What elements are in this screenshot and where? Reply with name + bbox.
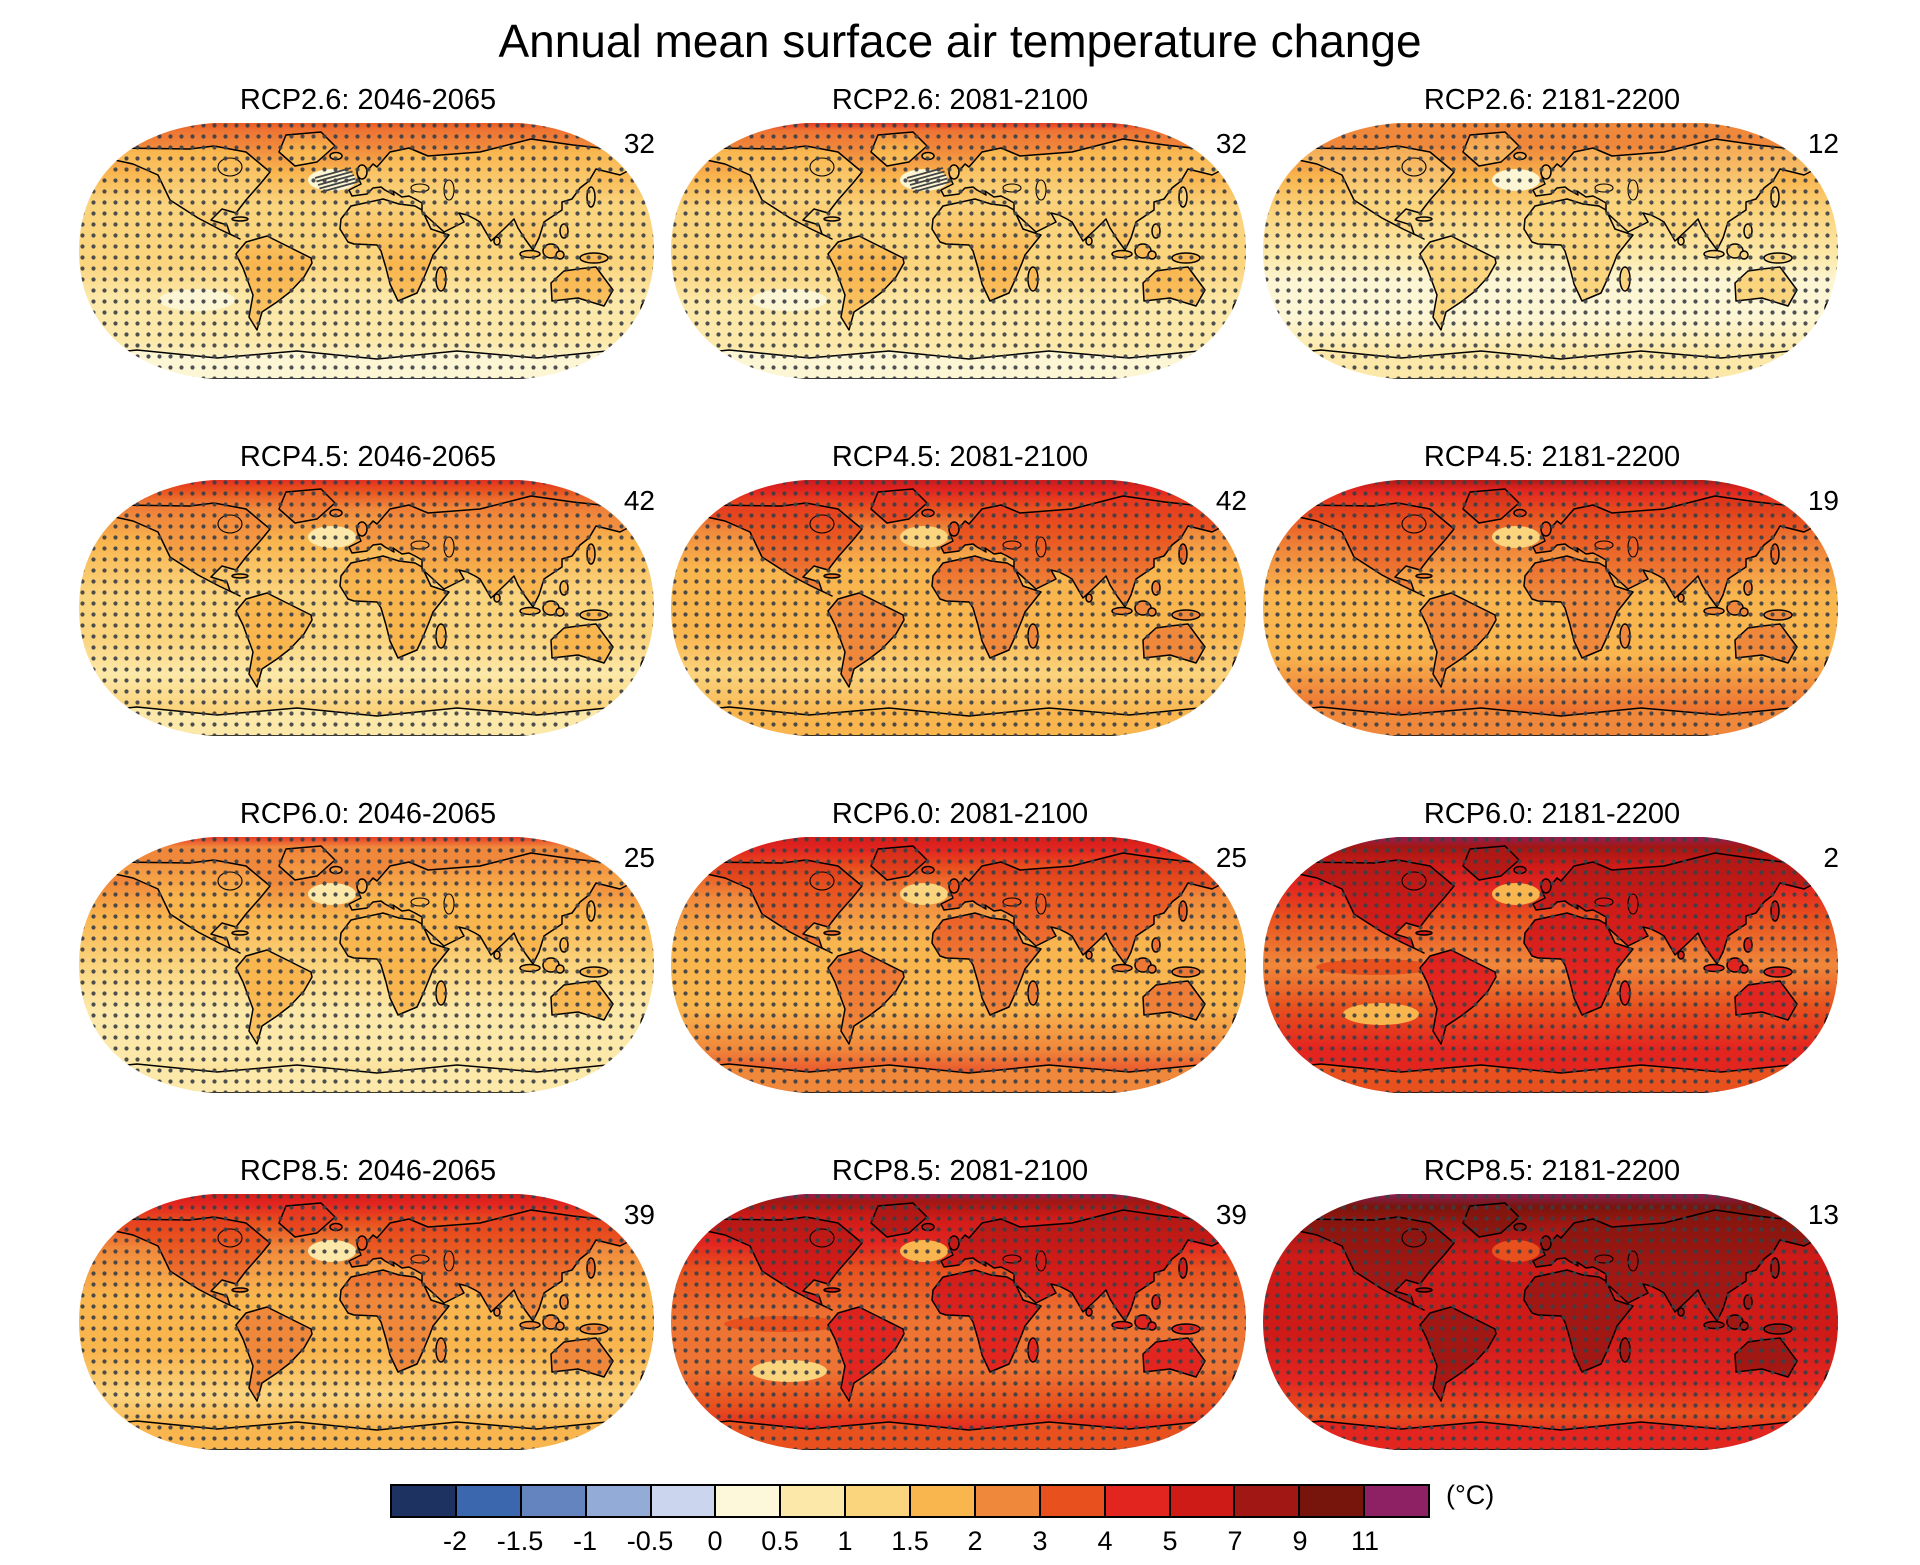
model-count: 25 — [1215, 842, 1247, 873]
panel-title: RCP2.6: 2081-2100 — [831, 84, 1089, 116]
model-count: 39 — [1215, 1199, 1247, 1230]
model-count: 2 — [1823, 842, 1839, 873]
panel-title: RCP4.5: 2181-2200 — [1423, 441, 1681, 473]
colorbar-tick-label: -0.5 — [626, 1526, 674, 1556]
colorbar-segment — [1235, 1486, 1301, 1516]
model-count: 19 — [1807, 485, 1839, 516]
colorbar-unit-label: (°C) — [1446, 1480, 1495, 1510]
map-panel-rcp26-2081-2100: RCP2.6: 2081-2100 32 — [669, 80, 1251, 437]
colorbar-tick-label: 3 — [1032, 1526, 1048, 1556]
panel-title: RCP6.0: 2081-2100 — [831, 798, 1089, 830]
model-count: 12 — [1807, 128, 1839, 159]
model-count: 32 — [1215, 128, 1247, 159]
colorbar: -2 -1.5 -1 -0.5 0 0.5 1 1.5 2 3 4 5 7 9 11 (°C) — [390, 1480, 1530, 1562]
map-panel-rcp45-2081-2100: RCP4.5: 2081-2100 42 — [669, 437, 1251, 794]
model-count: 25 — [623, 842, 655, 873]
colorbar-segment — [1170, 1486, 1236, 1516]
world-map — [1261, 834, 1843, 1096]
panel-title: RCP6.0: 2181-2200 — [1423, 798, 1681, 830]
panel-title: RCP8.5: 2081-2100 — [831, 1155, 1089, 1187]
colorbar-tick-label: 2 — [967, 1526, 983, 1556]
map-panel-rcp45-2046-2065: RCP4.5: 2046-2065 42 — [77, 437, 659, 794]
world-map — [77, 1191, 659, 1453]
model-count: 42 — [623, 485, 655, 516]
model-count: 13 — [1807, 1199, 1839, 1230]
colorbar-tick-label: 1.5 — [891, 1526, 929, 1556]
panel-title: RCP6.0: 2046-2065 — [239, 798, 497, 830]
colorbar-tick-label: 5 — [1162, 1526, 1178, 1556]
map-panel-rcp26-2046-2065: RCP2.6: 2046-2065 32 — [77, 80, 659, 437]
colorbar-tick-label: 7 — [1227, 1526, 1243, 1556]
colorbar-segment — [781, 1486, 847, 1516]
panel-title: RCP2.6: 2046-2065 — [239, 84, 497, 116]
colorbar-segment — [975, 1486, 1041, 1516]
colorbar-tick-label: -2 — [442, 1526, 468, 1556]
colorbar-segment — [846, 1486, 911, 1516]
model-count: 39 — [623, 1199, 655, 1230]
colorbar-segment — [1040, 1486, 1106, 1516]
map-panel-rcp26-2181-2200: RCP2.6: 2181-2200 12 — [1261, 80, 1843, 437]
colorbar-segment — [651, 1486, 717, 1516]
colorbar-segment — [1365, 1486, 1428, 1516]
world-map — [669, 1191, 1251, 1453]
world-map — [1261, 477, 1843, 739]
colorbar-segment — [392, 1486, 457, 1516]
map-grid: RCP2.6: 2046-2065 32 RCP2.6: 2081-2100 3… — [0, 80, 1920, 1508]
world-map — [669, 477, 1251, 739]
map-panel-rcp85-2181-2200: RCP8.5: 2181-2200 13 — [1261, 1151, 1843, 1508]
colorbar-segment — [456, 1486, 522, 1516]
model-count: 42 — [1215, 485, 1247, 516]
panel-title: RCP8.5: 2046-2065 — [239, 1155, 497, 1187]
colorbar-segments — [390, 1484, 1430, 1518]
figure-title: Annual mean surface air temperature chan… — [498, 15, 1422, 67]
panel-title: RCP4.5: 2081-2100 — [831, 441, 1089, 473]
world-map — [669, 120, 1251, 382]
map-panel-rcp85-2046-2065: RCP8.5: 2046-2065 39 — [77, 1151, 659, 1508]
colorbar-tick-label: -1.5 — [496, 1526, 544, 1556]
panel-title: RCP2.6: 2181-2200 — [1423, 84, 1681, 116]
colorbar-segment — [521, 1486, 587, 1516]
world-map — [669, 834, 1251, 1096]
colorbar-tick-label: 0 — [707, 1526, 723, 1556]
colorbar-tick-label: 11 — [1350, 1526, 1380, 1556]
panel-title: RCP4.5: 2046-2065 — [239, 441, 497, 473]
colorbar-ticks: -2 -1.5 -1 -0.5 0 0.5 1 1.5 2 3 4 5 7 9 11 — [390, 1526, 1430, 1560]
colorbar-segment — [586, 1486, 652, 1516]
map-panel-rcp45-2181-2200: RCP4.5: 2181-2200 19 — [1261, 437, 1843, 794]
world-map — [77, 834, 659, 1096]
colorbar-segment — [1300, 1486, 1366, 1516]
world-map — [1261, 120, 1843, 382]
colorbar-tick-label: -1 — [572, 1526, 598, 1556]
colorbar-tick-label: 0.5 — [761, 1526, 799, 1556]
map-panel-rcp60-2181-2200: RCP6.0: 2181-2200 2 — [1261, 794, 1843, 1151]
world-map — [77, 477, 659, 739]
world-map — [77, 120, 659, 382]
colorbar-segment — [1105, 1486, 1171, 1516]
map-panel-rcp60-2081-2100: RCP6.0: 2081-2100 25 — [669, 794, 1251, 1151]
map-panel-rcp85-2081-2100: RCP8.5: 2081-2100 39 — [669, 1151, 1251, 1508]
model-count: 32 — [623, 128, 655, 159]
colorbar-segment — [911, 1486, 976, 1516]
colorbar-segment — [716, 1486, 782, 1516]
colorbar-tick-label: 9 — [1292, 1526, 1308, 1556]
panel-title: RCP8.5: 2181-2200 — [1423, 1155, 1681, 1187]
map-panel-rcp60-2046-2065: RCP6.0: 2046-2065 25 — [77, 794, 659, 1151]
colorbar-tick-label: 4 — [1097, 1526, 1113, 1556]
colorbar-tick-label: 1 — [837, 1526, 853, 1556]
world-map — [1261, 1191, 1843, 1453]
